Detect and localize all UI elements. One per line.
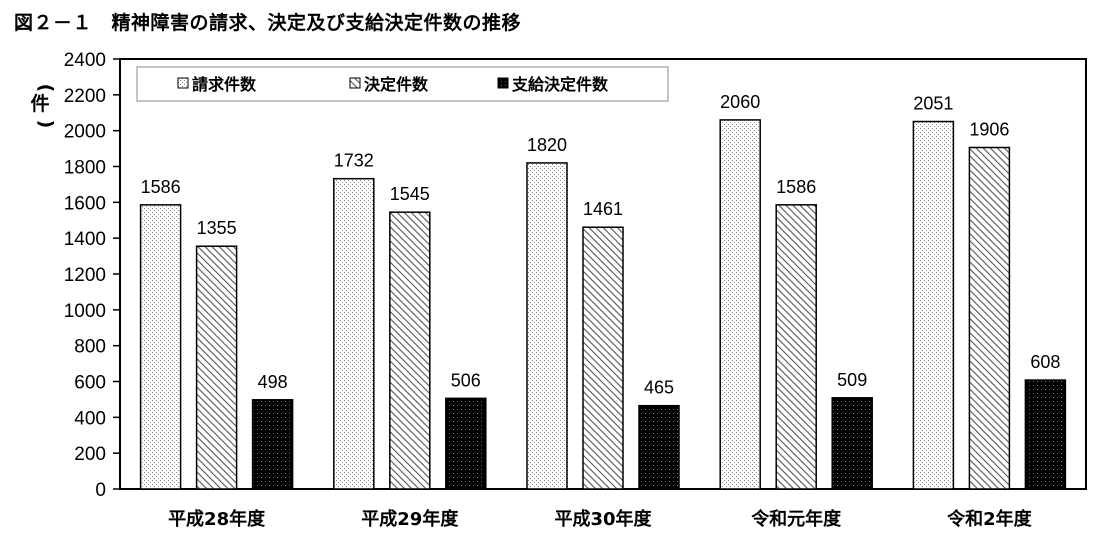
bar	[139, 204, 182, 490]
data-label: 2060	[720, 92, 760, 112]
y-tick-label: 2000	[64, 122, 106, 143]
x-category-label: 平成28年度	[168, 508, 266, 530]
bar	[251, 399, 294, 490]
y-tick-label: 2200	[64, 86, 106, 107]
bar	[445, 397, 487, 490]
bar	[582, 226, 624, 490]
y-tick-label: 200	[74, 444, 106, 465]
y-tick-label: 800	[74, 337, 106, 358]
y-tick-label: 1400	[64, 229, 106, 250]
bar	[775, 204, 817, 490]
legend-box	[136, 66, 669, 102]
bar	[195, 245, 238, 490]
data-label: 465	[644, 378, 674, 398]
bar	[333, 177, 375, 490]
x-category-label: 平成29年度	[361, 508, 459, 530]
bar	[831, 397, 873, 490]
y-tick-label: 400	[74, 408, 106, 429]
legend-swatch	[349, 77, 361, 89]
y-tick-label: 1200	[64, 265, 106, 286]
y-axis-paren-close: )	[35, 120, 57, 129]
data-label: 1545	[390, 184, 430, 204]
data-label: 1586	[141, 177, 181, 197]
y-tick-label: 2400	[64, 50, 106, 71]
x-category-label: 令和2年度	[946, 508, 1033, 530]
data-label: 509	[837, 370, 867, 390]
x-category-label: 令和元年度	[750, 508, 842, 530]
y-tick-label: 1600	[64, 193, 106, 214]
data-label: 1586	[776, 177, 816, 197]
legend-label: 支給決定件数	[511, 75, 609, 94]
bar	[719, 119, 761, 490]
data-label: 608	[1030, 352, 1060, 372]
x-category-label: 平成30年度	[554, 508, 652, 530]
bar	[968, 146, 1011, 490]
bar	[389, 211, 431, 490]
data-label: 2051	[913, 94, 953, 114]
y-tick-label: 1800	[64, 158, 106, 179]
y-axis-unit: 件	[30, 92, 49, 115]
data-label: 1461	[583, 199, 623, 219]
y-tick-label: 600	[74, 373, 106, 394]
legend-label: 決定件数	[364, 75, 429, 94]
y-tick-label: 1000	[64, 301, 106, 322]
data-label: 1732	[334, 151, 374, 171]
data-label: 506	[451, 370, 481, 390]
y-tick-label: 0	[95, 480, 106, 501]
data-label: 498	[258, 372, 288, 392]
legend-swatch	[177, 77, 189, 89]
legend-label: 請求件数	[192, 75, 257, 94]
chart-title: 図２－１ 精神障害の請求、決定及び支給決定件数の推移	[14, 12, 522, 34]
data-label: 1820	[527, 135, 567, 155]
y-axis-label: (件)	[30, 84, 57, 129]
bar	[1024, 379, 1067, 490]
bar	[912, 120, 955, 490]
data-label: 1355	[197, 218, 237, 238]
bar	[526, 162, 568, 490]
legend-swatch	[497, 77, 509, 89]
data-label: 1906	[969, 120, 1009, 140]
y-axis-paren-open: (	[35, 84, 57, 93]
bar	[638, 404, 680, 490]
